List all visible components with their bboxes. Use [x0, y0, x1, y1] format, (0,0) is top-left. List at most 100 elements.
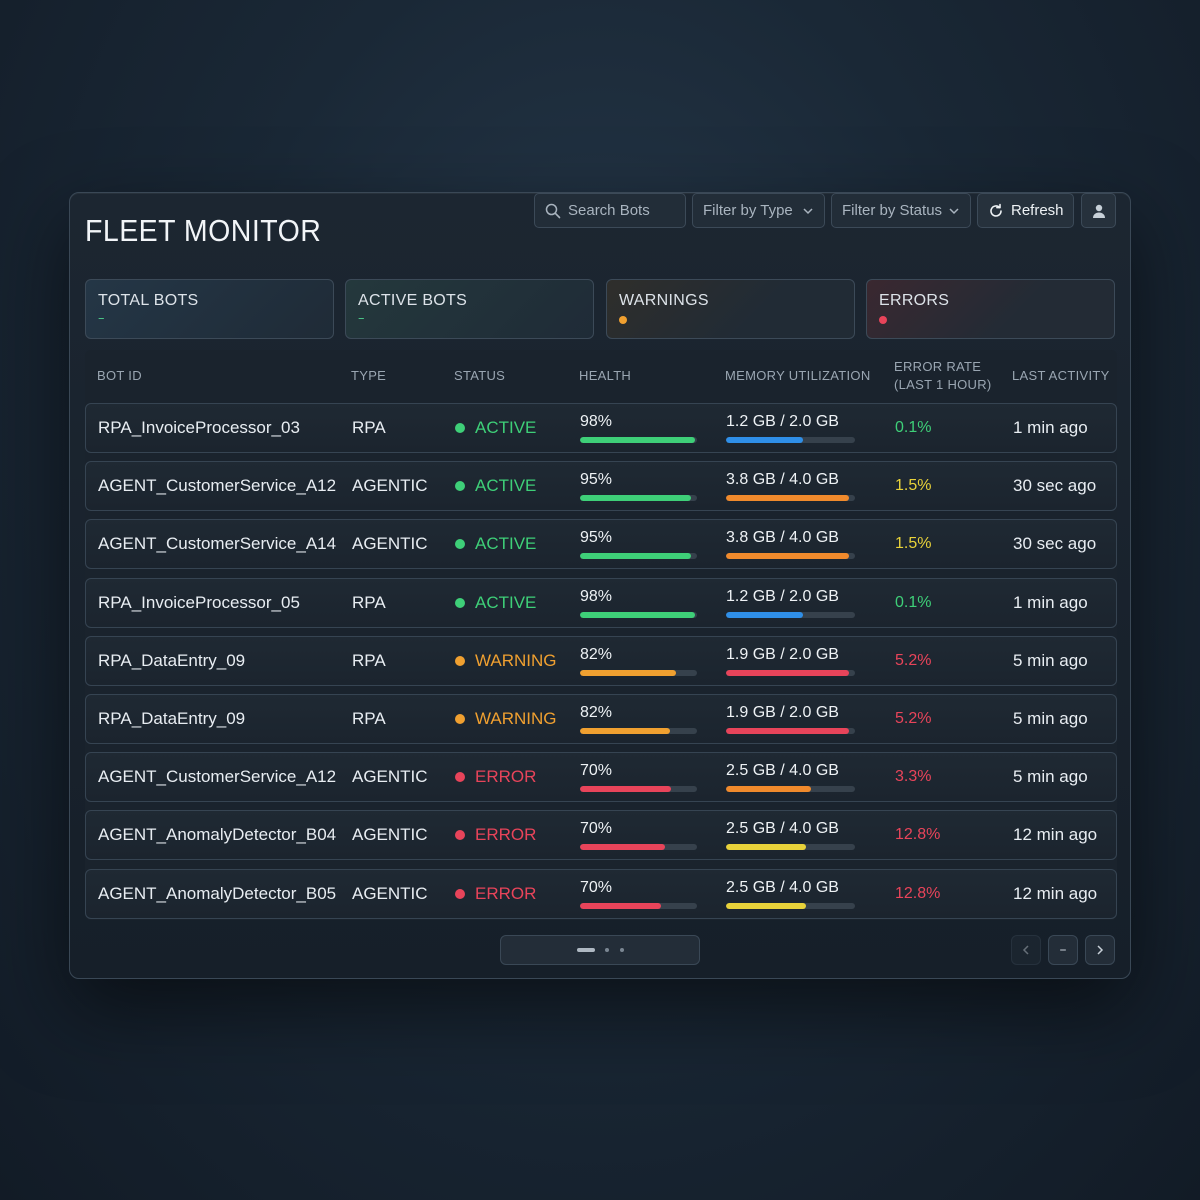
health-value: 98%: [580, 413, 613, 430]
filter-status-dropdown[interactable]: Filter by Status: [831, 193, 971, 228]
memory-value: 2.5 GB / 4.0 GB: [726, 762, 839, 780]
status-badge: WARNING: [455, 695, 557, 743]
filter-type-label: Filter by Type: [703, 202, 793, 219]
health-value: 95%: [580, 529, 613, 547]
status-label: ACTIVE: [475, 592, 537, 612]
status-dot: [455, 539, 465, 550]
memory-bar: [726, 902, 855, 909]
fleet-monitor-panel: FLEET MONITOR Search Bots Filter by Type…: [69, 192, 1131, 979]
status-dot: [455, 888, 465, 899]
header-last-activity[interactable]: LAST ACTIVITY: [1012, 368, 1110, 383]
header-status[interactable]: STATUS: [454, 368, 506, 383]
bot-type-cell: RPA: [352, 592, 386, 612]
table-row[interactable]: AGENT_CustomerService_A12 AGENTIC ERROR 70%…: [85, 752, 1117, 803]
page-dot-active[interactable]: [577, 948, 595, 952]
active-bots-value: –: [358, 311, 365, 326]
memory-cell: 1.9 GB / 2.0 GB: [726, 645, 855, 676]
header-error-rate[interactable]: ERROR RATE (LAST 1 HOUR): [894, 358, 992, 394]
search-input[interactable]: Search Bots: [534, 193, 686, 228]
page-indicator[interactable]: [500, 935, 700, 965]
bot-id-cell[interactable]: RPA_DataEntry_09: [98, 709, 246, 728]
table-row[interactable]: RPA_DataEntry_09 RPA WARNING 82% 1.9 GB / 2.…: [85, 635, 1117, 686]
health-bar-fill: [580, 553, 692, 560]
bot-type-cell: AGENTIC: [352, 534, 428, 554]
table-row[interactable]: RPA_InvoiceProcessor_05 RPA ACTIVE 98% 1.2 G…: [85, 577, 1117, 628]
header-memory[interactable]: MEMORY UTILIZATION: [725, 368, 871, 383]
prev-page-button[interactable]: [1011, 935, 1041, 965]
bot-id-cell[interactable]: RPA_InvoiceProcessor_05: [98, 592, 300, 612]
bot-id-cell[interactable]: AGENT_AnomalyDetector_B04: [98, 825, 337, 845]
status-dot: [455, 597, 465, 608]
bot-type-cell: AGENTIC: [352, 825, 428, 845]
status-label: ACTIVE: [475, 476, 537, 496]
health-bar: [580, 437, 697, 443]
chevron-right-icon: [1097, 945, 1104, 955]
health-value: 95%: [580, 471, 613, 489]
status-badge: WARNING: [455, 637, 557, 685]
status-dot: [455, 481, 465, 492]
page-title: FLEET MONITOR: [85, 213, 322, 248]
health-bar: [580, 786, 697, 793]
memory-cell: 1.2 GB / 2.0 GB: [726, 412, 855, 443]
bot-id-cell[interactable]: AGENT_CustomerService_A12: [98, 767, 337, 787]
chevron-down-icon: [803, 208, 813, 215]
memory-value: 3.8 GB / 4.0 GB: [726, 529, 839, 547]
error-rate-cell: 1.5%: [895, 535, 932, 553]
health-cell: 95%: [580, 528, 697, 560]
memory-value: 2.5 GB / 4.0 GB: [726, 878, 839, 896]
health-bar: [580, 611, 697, 618]
bot-id-cell[interactable]: RPA_InvoiceProcessor_03: [98, 418, 300, 437]
memory-value: 1.2 GB / 2.0 GB: [726, 587, 839, 605]
header-error-rate-line2: (LAST 1 HOUR): [894, 377, 992, 392]
memory-bar: [726, 669, 855, 676]
table-row[interactable]: RPA_DataEntry_09 RPA WARNING 82% 1.9 GB / 2.…: [85, 694, 1117, 744]
filter-type-dropdown[interactable]: Filter by Type: [692, 193, 825, 228]
memory-value: 1.2 GB / 2.0 GB: [726, 413, 839, 430]
error-rate-cell: 12.8%: [895, 884, 941, 902]
header-bot-id[interactable]: BOT ID: [97, 368, 142, 383]
table-row[interactable]: AGENT_AnomalyDetector_B04 AGENTIC ERROR 70%…: [85, 810, 1117, 861]
page-dot[interactable]: [620, 948, 624, 952]
health-bar: [580, 669, 697, 676]
total-bots-value: –: [98, 311, 105, 326]
refresh-label: Refresh: [1011, 202, 1064, 219]
refresh-button[interactable]: Refresh: [977, 193, 1074, 228]
page-dot[interactable]: [605, 948, 609, 952]
table-row[interactable]: RPA_InvoiceProcessor_03 RPA ACTIVE 98% 1.2 G…: [85, 403, 1117, 453]
status-badge: ACTIVE: [455, 404, 536, 452]
health-bar-fill: [580, 902, 661, 909]
last-activity-cell: 12 min ago: [1013, 825, 1098, 845]
status-badge: ERROR: [455, 870, 536, 918]
refresh-icon: [990, 203, 1002, 217]
status-label: ERROR: [475, 883, 537, 903]
table-row[interactable]: AGENT_AnomalyDetector_B05 AGENTIC ERROR 70%…: [85, 868, 1117, 919]
header-health[interactable]: HEALTH: [579, 368, 632, 383]
last-activity-cell: 30 sec ago: [1013, 476, 1097, 496]
status-dot: [455, 714, 465, 724]
header-type[interactable]: TYPE: [351, 368, 387, 383]
status-dot: [455, 772, 465, 783]
bot-id-cell[interactable]: RPA_DataEntry_09: [98, 650, 246, 670]
memory-cell: 1.2 GB / 2.0 GB: [726, 587, 855, 618]
warning-indicator-dot: [619, 316, 627, 324]
next-page-button[interactable]: [1085, 935, 1115, 965]
bot-id-cell[interactable]: AGENT_AnomalyDetector_B05: [98, 883, 337, 903]
memory-bar: [726, 495, 855, 502]
warnings-label: WARNINGS: [619, 292, 709, 309]
last-activity-cell: 5 min ago: [1013, 650, 1088, 670]
table-row[interactable]: AGENT_CustomerService_A12 AGENTIC ACTIVE 95…: [85, 461, 1117, 512]
error-indicator-dot: [879, 316, 887, 324]
bot-id-cell[interactable]: AGENT_CustomerService_A14: [98, 534, 337, 554]
memory-cell: 2.5 GB / 4.0 GB: [726, 819, 855, 851]
health-bar-fill: [580, 844, 666, 851]
bot-id-cell[interactable]: AGENT_CustomerService_A12: [98, 476, 337, 496]
page-number-button[interactable]: –: [1048, 935, 1078, 965]
user-profile-button[interactable]: [1081, 193, 1116, 228]
status-label: ACTIVE: [475, 534, 537, 554]
search-icon: [545, 203, 561, 218]
last-activity-cell: 1 min ago: [1013, 592, 1088, 612]
health-cell: 95%: [580, 470, 697, 502]
table-row[interactable]: AGENT_CustomerService_A14 AGENTIC ACTIVE 95…: [85, 519, 1117, 570]
health-bar: [580, 844, 697, 851]
total-bots-card: TOTAL BOTS –: [85, 279, 334, 339]
